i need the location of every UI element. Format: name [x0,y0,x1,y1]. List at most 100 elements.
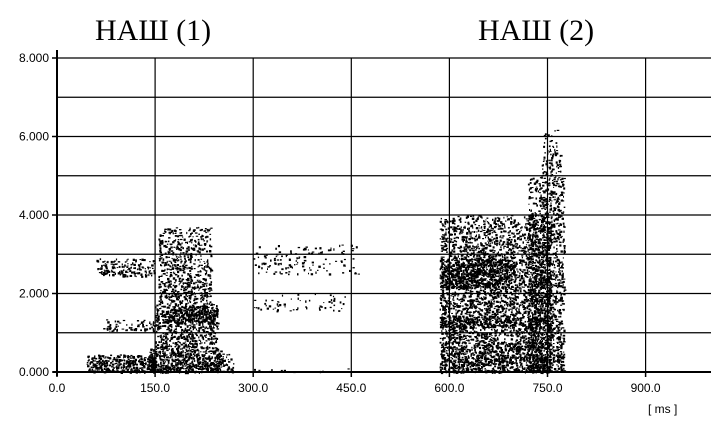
energy-dot [176,309,178,312]
energy-dot [273,257,276,260]
energy-dot [505,356,507,359]
segment-label-1: НАШ (1) [95,14,211,47]
energy-dot [137,325,140,328]
energy-dot [228,361,231,363]
energy-dot [106,368,109,370]
energy-region [161,305,220,326]
energy-dot [200,366,202,369]
energy-dot [466,368,470,371]
energy-dot [202,367,205,369]
energy-dot [143,358,145,360]
energy-dot [177,260,179,262]
energy-dot [489,244,492,247]
energy-dot [537,355,540,357]
energy-dot [199,281,202,284]
energy-dot [450,345,452,347]
energy-dot [485,345,488,348]
energy-dot [218,364,221,367]
energy-dot [508,362,511,364]
energy-dot [497,341,500,344]
energy-dot [487,370,489,372]
energy-dot [442,313,445,315]
energy-dot [215,314,218,317]
energy-dot [212,322,215,325]
energy-dot [189,362,191,364]
energy-dot [324,307,327,310]
energy-dot [490,328,493,330]
energy-dot [167,296,169,298]
energy-dot [164,268,166,272]
energy-dot [175,256,178,258]
energy-dot [193,310,195,313]
energy-dot [182,342,186,345]
energy-dot [489,354,492,357]
energy-dot [166,268,168,271]
energy-dot [175,358,178,362]
energy-dot [492,218,494,221]
energy-dot [204,269,206,271]
energy-dot [131,271,134,274]
energy-dot [465,304,468,307]
energy-dot [517,348,520,350]
energy-dot [164,289,166,293]
energy-dot [168,357,171,359]
energy-dot [160,285,162,288]
energy-dot [179,309,182,311]
energy-dot [175,326,178,328]
energy-dot [179,265,182,268]
energy-dot [112,261,115,263]
energy-dot [188,364,191,366]
energy-dot [184,321,186,323]
energy-dot [507,227,510,229]
energy-dot [448,356,450,358]
energy-dot [191,349,194,351]
energy-dot [174,342,178,344]
energy-dot [103,365,106,368]
energy-dot [509,269,512,272]
energy-dot [153,352,155,354]
energy-dot [207,338,209,340]
energy-dot [127,355,130,357]
energy-dot [167,369,169,372]
energy-dot [167,345,170,348]
energy-dot [505,302,508,305]
energy-dot [533,366,536,369]
energy-dot [151,264,154,267]
energy-dot [491,230,493,232]
energy-dot [165,337,167,340]
energy-dot [179,238,183,241]
energy-dot [206,284,208,287]
energy-dot [191,241,193,244]
energy-dot [539,304,542,306]
energy-dot [214,319,216,322]
energy-dot [175,362,177,365]
energy-dot [203,303,207,305]
energy-dot [169,249,171,252]
energy-dot [213,368,216,371]
energy-dot [531,320,533,323]
energy-dot [201,267,203,269]
energy-dot [162,239,164,242]
energy-dot [481,367,483,369]
energy-dot [274,307,277,309]
energy-dot [190,353,192,355]
energy-dot [149,327,152,330]
energy-dot [357,273,360,275]
energy-dot [308,299,311,302]
energy-dot [136,320,140,322]
energy-dot [162,310,165,313]
energy-dot [457,359,461,361]
energy-dot [188,320,191,323]
energy-dot [457,341,461,345]
energy-dot [179,300,182,303]
energy-dot [177,319,180,321]
energy-dot [473,221,476,224]
energy-dot [277,263,280,266]
energy-dot [540,363,542,366]
energy-dot [505,243,507,245]
energy-dot [493,317,496,319]
energy-dot [213,337,215,340]
energy-dot [131,362,134,365]
energy-dot [207,274,210,277]
energy-dot [138,361,141,363]
